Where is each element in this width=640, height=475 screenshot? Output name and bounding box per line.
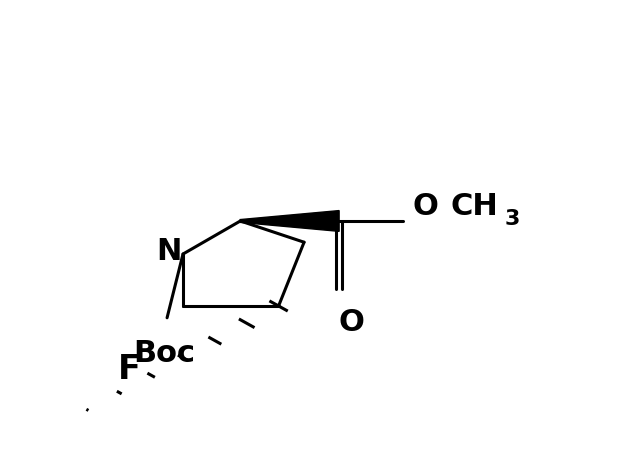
Text: Boc: Boc [133,339,195,368]
Text: N: N [156,237,182,266]
Text: F: F [117,353,140,386]
Text: O: O [339,308,365,337]
Text: CH: CH [451,192,499,221]
Text: O: O [412,192,438,221]
Text: 3: 3 [505,209,520,228]
Polygon shape [241,210,339,231]
